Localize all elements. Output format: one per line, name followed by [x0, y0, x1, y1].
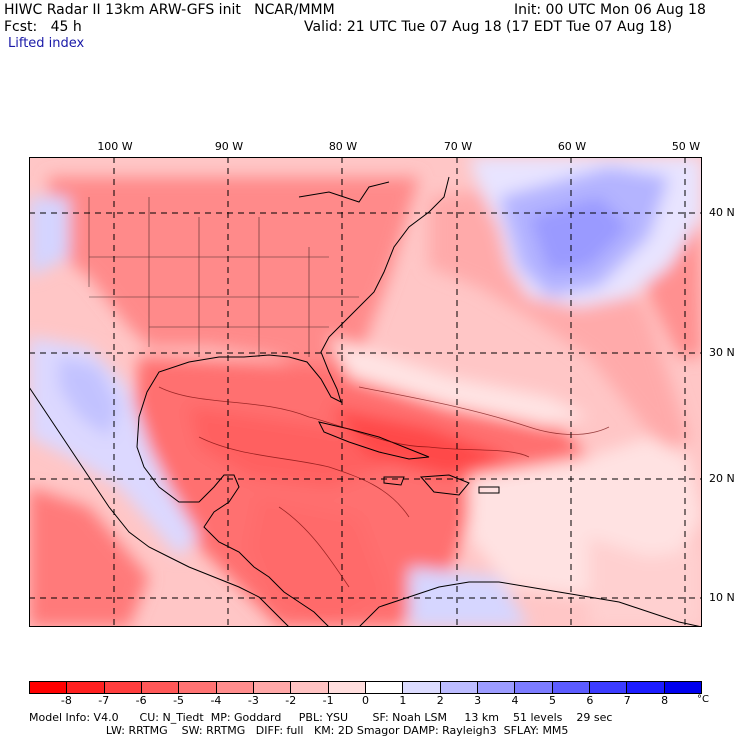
lon-label-70w: 70 W	[443, 140, 473, 153]
colorbar-swatch	[552, 682, 590, 693]
lon-label-50w: 50 W	[671, 140, 701, 153]
colorbar-tick-label: -4	[210, 694, 222, 707]
colorbar-swatch	[253, 682, 292, 693]
colorbar-tick-label: 3	[474, 694, 482, 707]
lat-label-10n: 10 N	[709, 591, 735, 604]
colorbar-tick-label: -3	[247, 694, 259, 707]
colorbar-swatch	[440, 682, 478, 693]
colorbar-swatch	[328, 682, 366, 693]
field-name: Lifted index	[8, 36, 85, 51]
model-title: HIWC Radar II 13km ARW-GFS init NCAR/MMM	[4, 2, 335, 18]
colorbar-tick-label: 4	[511, 694, 519, 707]
colorbar-swatch	[515, 682, 553, 693]
lon-label-80w: 80 W	[328, 140, 358, 153]
lifted-index-map	[29, 157, 702, 627]
colorbar-tick-label: 8	[661, 694, 669, 707]
lon-label-100w: 100 W	[97, 140, 133, 153]
graticule	[29, 157, 702, 627]
colorbar-swatch	[589, 682, 628, 693]
lon-label-60w: 60 W	[557, 140, 587, 153]
lat-label-40n: 40 N	[709, 206, 735, 219]
colorbar-swatch	[477, 682, 516, 693]
valid-time: Valid: 21 UTC Tue 07 Aug 18 (17 EDT Tue …	[304, 19, 673, 35]
colorbar-tick-label: -5	[173, 694, 185, 707]
colorbar-unit: °C	[697, 694, 709, 705]
model-info-line2: LW: RRTMG SW: RRTMG DIFF: full KM: 2D Sm…	[29, 724, 569, 737]
lat-label-30n: 30 N	[709, 346, 735, 359]
colorbar-swatch	[179, 682, 217, 693]
colorbar	[29, 681, 702, 694]
colorbar-swatch	[365, 682, 404, 693]
model-info-line1: Model Info: V4.0 CU: N_Tiedt MP: Goddard…	[29, 711, 613, 724]
lat-label-20n: 20 N	[709, 472, 735, 485]
colorbar-tick-label: -1	[322, 694, 334, 707]
colorbar-tick-label: 6	[586, 694, 594, 707]
colorbar-tick-label: -2	[285, 694, 297, 707]
colorbar-swatch	[67, 682, 105, 693]
init-time: Init: 00 UTC Mon 06 Aug 18	[514, 2, 706, 18]
colorbar-tick-label: -7	[98, 694, 110, 707]
coastlines	[29, 176, 702, 627]
colorbar-swatch	[664, 682, 701, 693]
lon-label-90w: 90 W	[214, 140, 244, 153]
colorbar-tick-label: 7	[623, 694, 631, 707]
colorbar-tick-label: 5	[548, 694, 556, 707]
forecast-hour: Fcst: 45 h	[4, 19, 82, 35]
colorbar-swatch	[403, 682, 441, 693]
colorbar-swatch	[627, 682, 665, 693]
colorbar-tick-label: 2	[436, 694, 444, 707]
colorbar-swatch	[104, 682, 142, 693]
colorbar-tick-label: -6	[135, 694, 147, 707]
colorbar-tick-label: 0	[362, 694, 369, 707]
colorbar-swatch	[30, 682, 68, 693]
colorbar-tick-label: 1	[399, 694, 407, 707]
colorbar-swatch	[141, 682, 180, 693]
colorbar-swatch	[291, 682, 329, 693]
colorbar-tick-label: -8	[60, 694, 72, 707]
colorbar-swatch	[216, 682, 254, 693]
